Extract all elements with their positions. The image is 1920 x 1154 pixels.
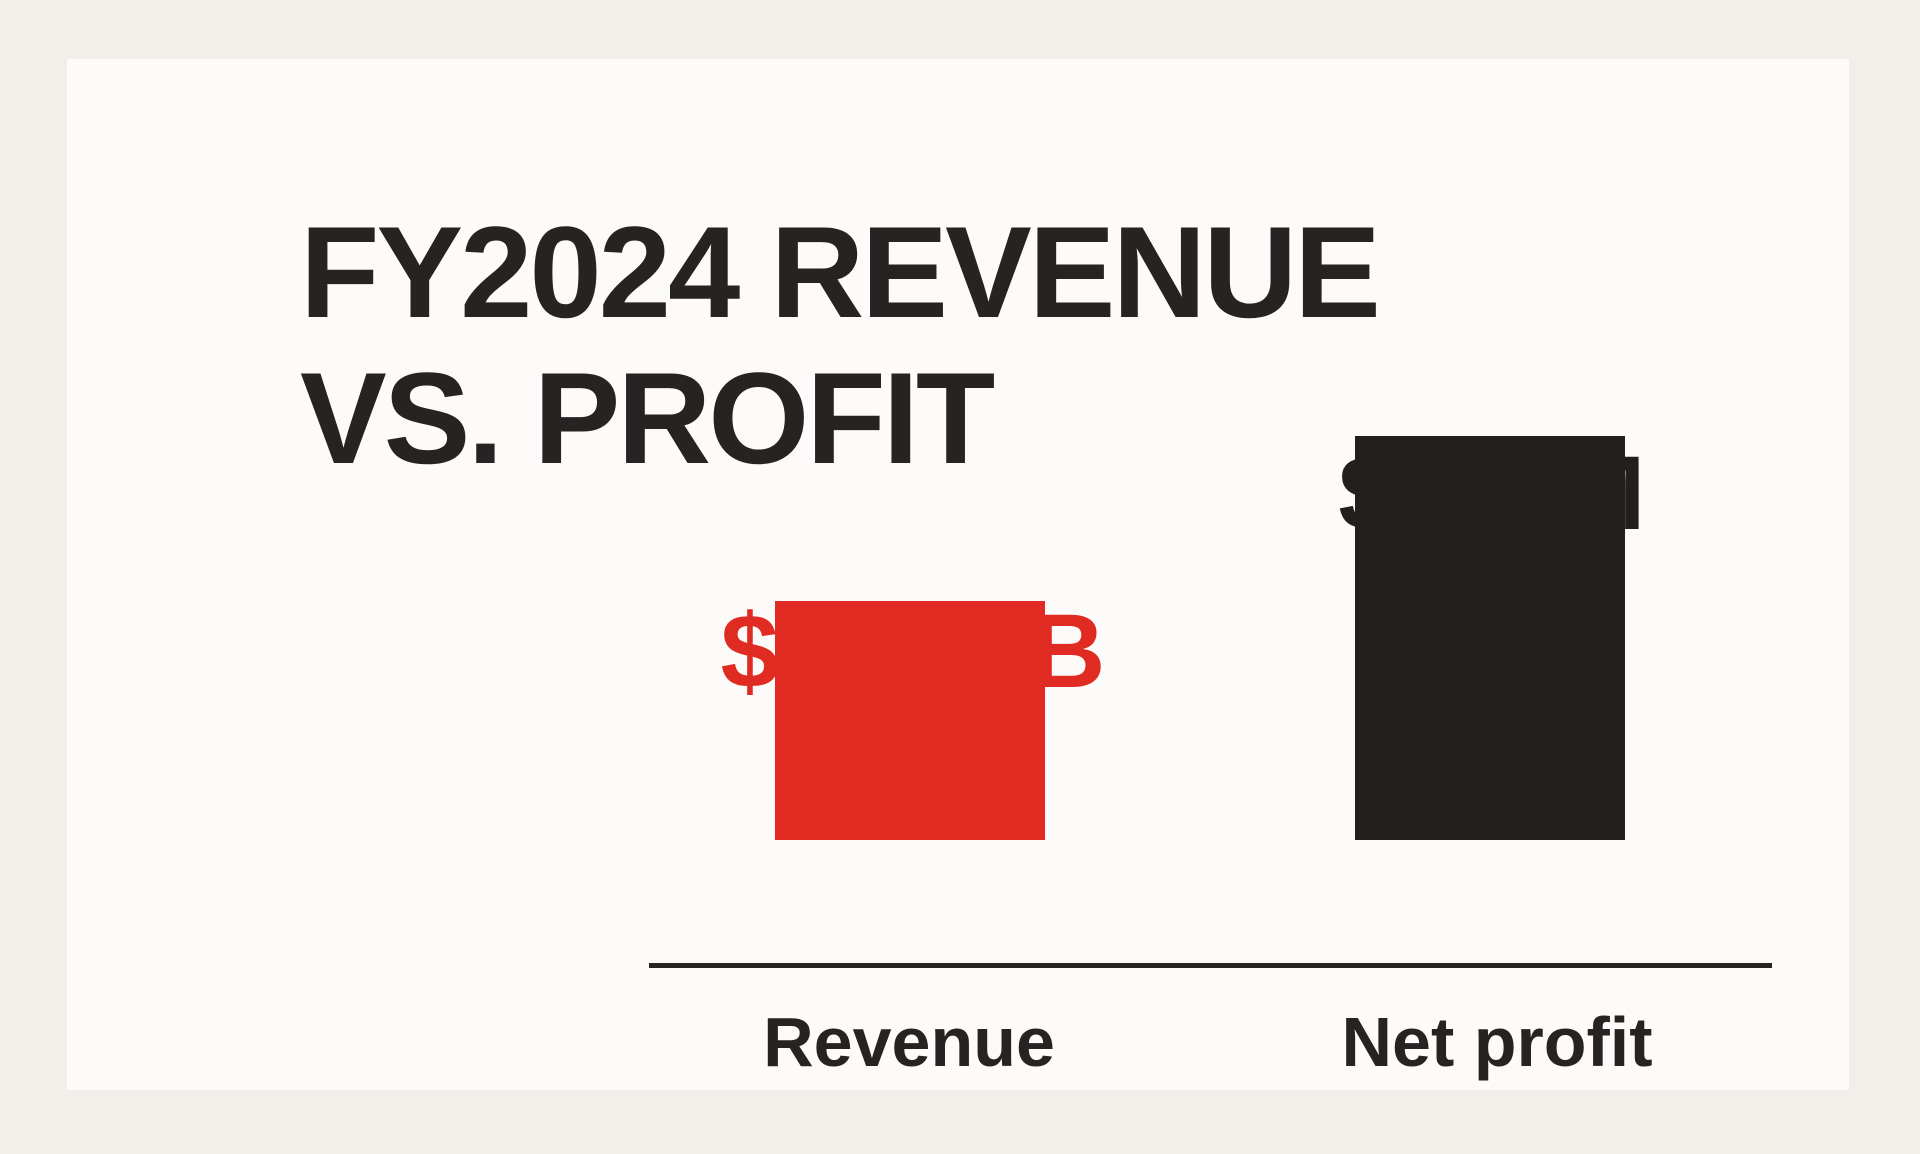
x-axis-label-net-profit: Net profit (1341, 1003, 1653, 1081)
bar-revenue (775, 601, 1045, 840)
chart-title-line1: FY2024 REVENUE (300, 199, 1381, 345)
chart-card: FY2024 REVENUE VS. PROFIT $10.26B $114M … (67, 59, 1849, 1090)
chart-title-line2: VS. PROFIT (300, 345, 995, 491)
bar-net-profit (1355, 436, 1625, 840)
chart-title: FY2024 REVENUE VS. PROFIT (300, 199, 1381, 491)
x-axis-baseline (649, 963, 1772, 968)
x-axis-label-revenue: Revenue (763, 1003, 1055, 1081)
